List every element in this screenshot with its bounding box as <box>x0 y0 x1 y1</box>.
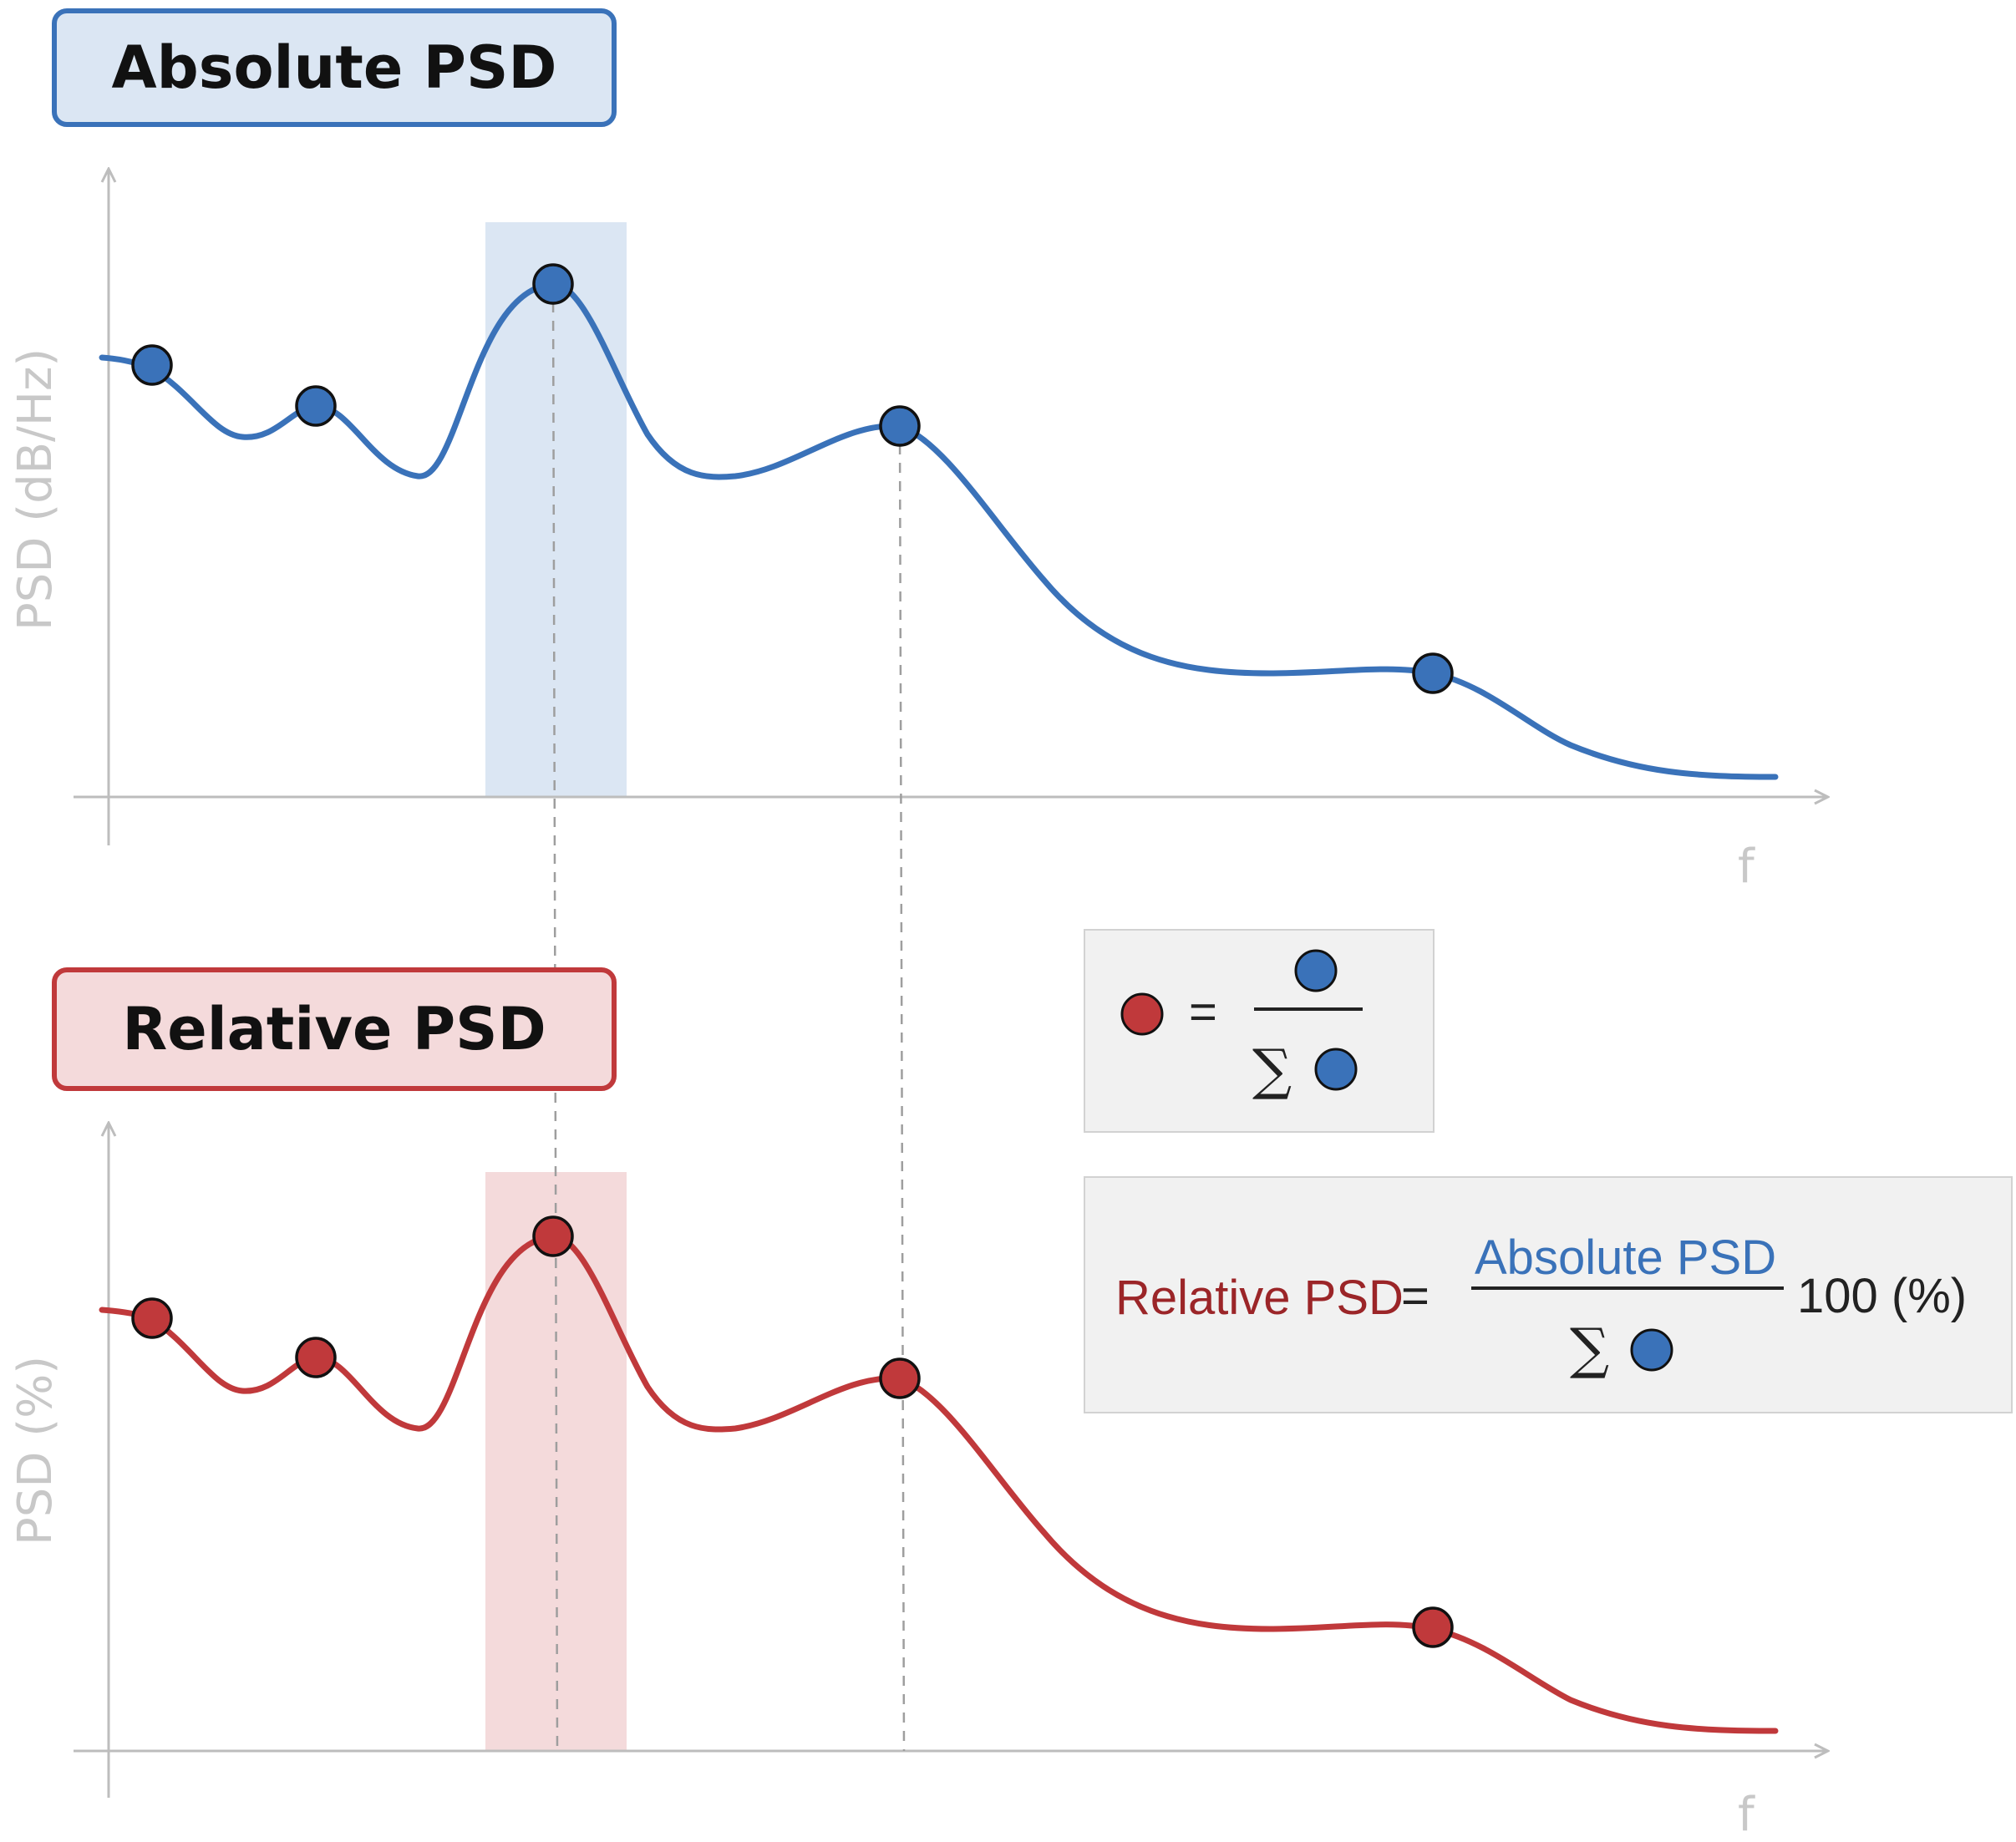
absolute-psd-curve <box>99 281 1779 780</box>
red-dot-icon <box>1120 992 1164 1036</box>
relative-psd-points <box>131 1215 1454 1648</box>
top-highlight-band <box>485 222 627 797</box>
dashed-guide-secondary <box>898 425 906 1752</box>
top-x-axis-label: f <box>1738 840 1754 894</box>
formula-2-equals: = <box>1401 1269 1429 1323</box>
absolute-psd-points <box>131 263 1454 694</box>
abs-point-peak <box>532 263 574 305</box>
rel-point-4 <box>879 1357 921 1399</box>
formula-1-sum-symbol: ∑ <box>1252 1038 1292 1102</box>
formula-2-graphics <box>1471 1286 1784 1372</box>
abs-point-5 <box>1412 652 1454 694</box>
formula-1-graphics <box>1120 949 1363 1091</box>
formula-2-lhs: Relative PSD <box>1115 1271 1404 1325</box>
rel-point-2 <box>295 1337 337 1378</box>
formula-2-sum-symbol: ∑ <box>1570 1317 1610 1381</box>
bottom-x-axis-label: f <box>1738 1788 1754 1842</box>
blue-dot-icon-sum-2 <box>1630 1328 1673 1372</box>
bottom-y-axis-label: PSD (%) <box>8 1355 63 1545</box>
formula-2-numerator: Absolute PSD <box>1475 1231 1777 1285</box>
abs-point-2 <box>295 385 337 427</box>
rel-point-1 <box>131 1297 173 1339</box>
absolute-psd-title: Absolute PSD <box>52 8 617 127</box>
top-y-axis-label: PSD (dB/Hz) <box>8 348 63 631</box>
abs-point-1 <box>131 344 173 386</box>
dashed-guide-peak <box>551 283 559 1752</box>
formula-1-equals: = <box>1189 985 1217 1039</box>
rel-point-peak <box>532 1215 574 1257</box>
blue-dot-icon-sum <box>1314 1048 1358 1091</box>
relative-psd-title: Relative PSD <box>52 967 617 1091</box>
formula-box-ratio: = ∑ <box>1084 929 1435 1133</box>
blue-dot-icon <box>1294 949 1338 992</box>
rel-point-5 <box>1412 1606 1454 1648</box>
formula-2-multiplier: 100 (%) <box>1797 1269 1968 1323</box>
formula-box-relative-psd: Relative PSD = Absolute PSD ∑ 100 (%) <box>1084 1176 2013 1413</box>
abs-point-4 <box>879 405 921 447</box>
